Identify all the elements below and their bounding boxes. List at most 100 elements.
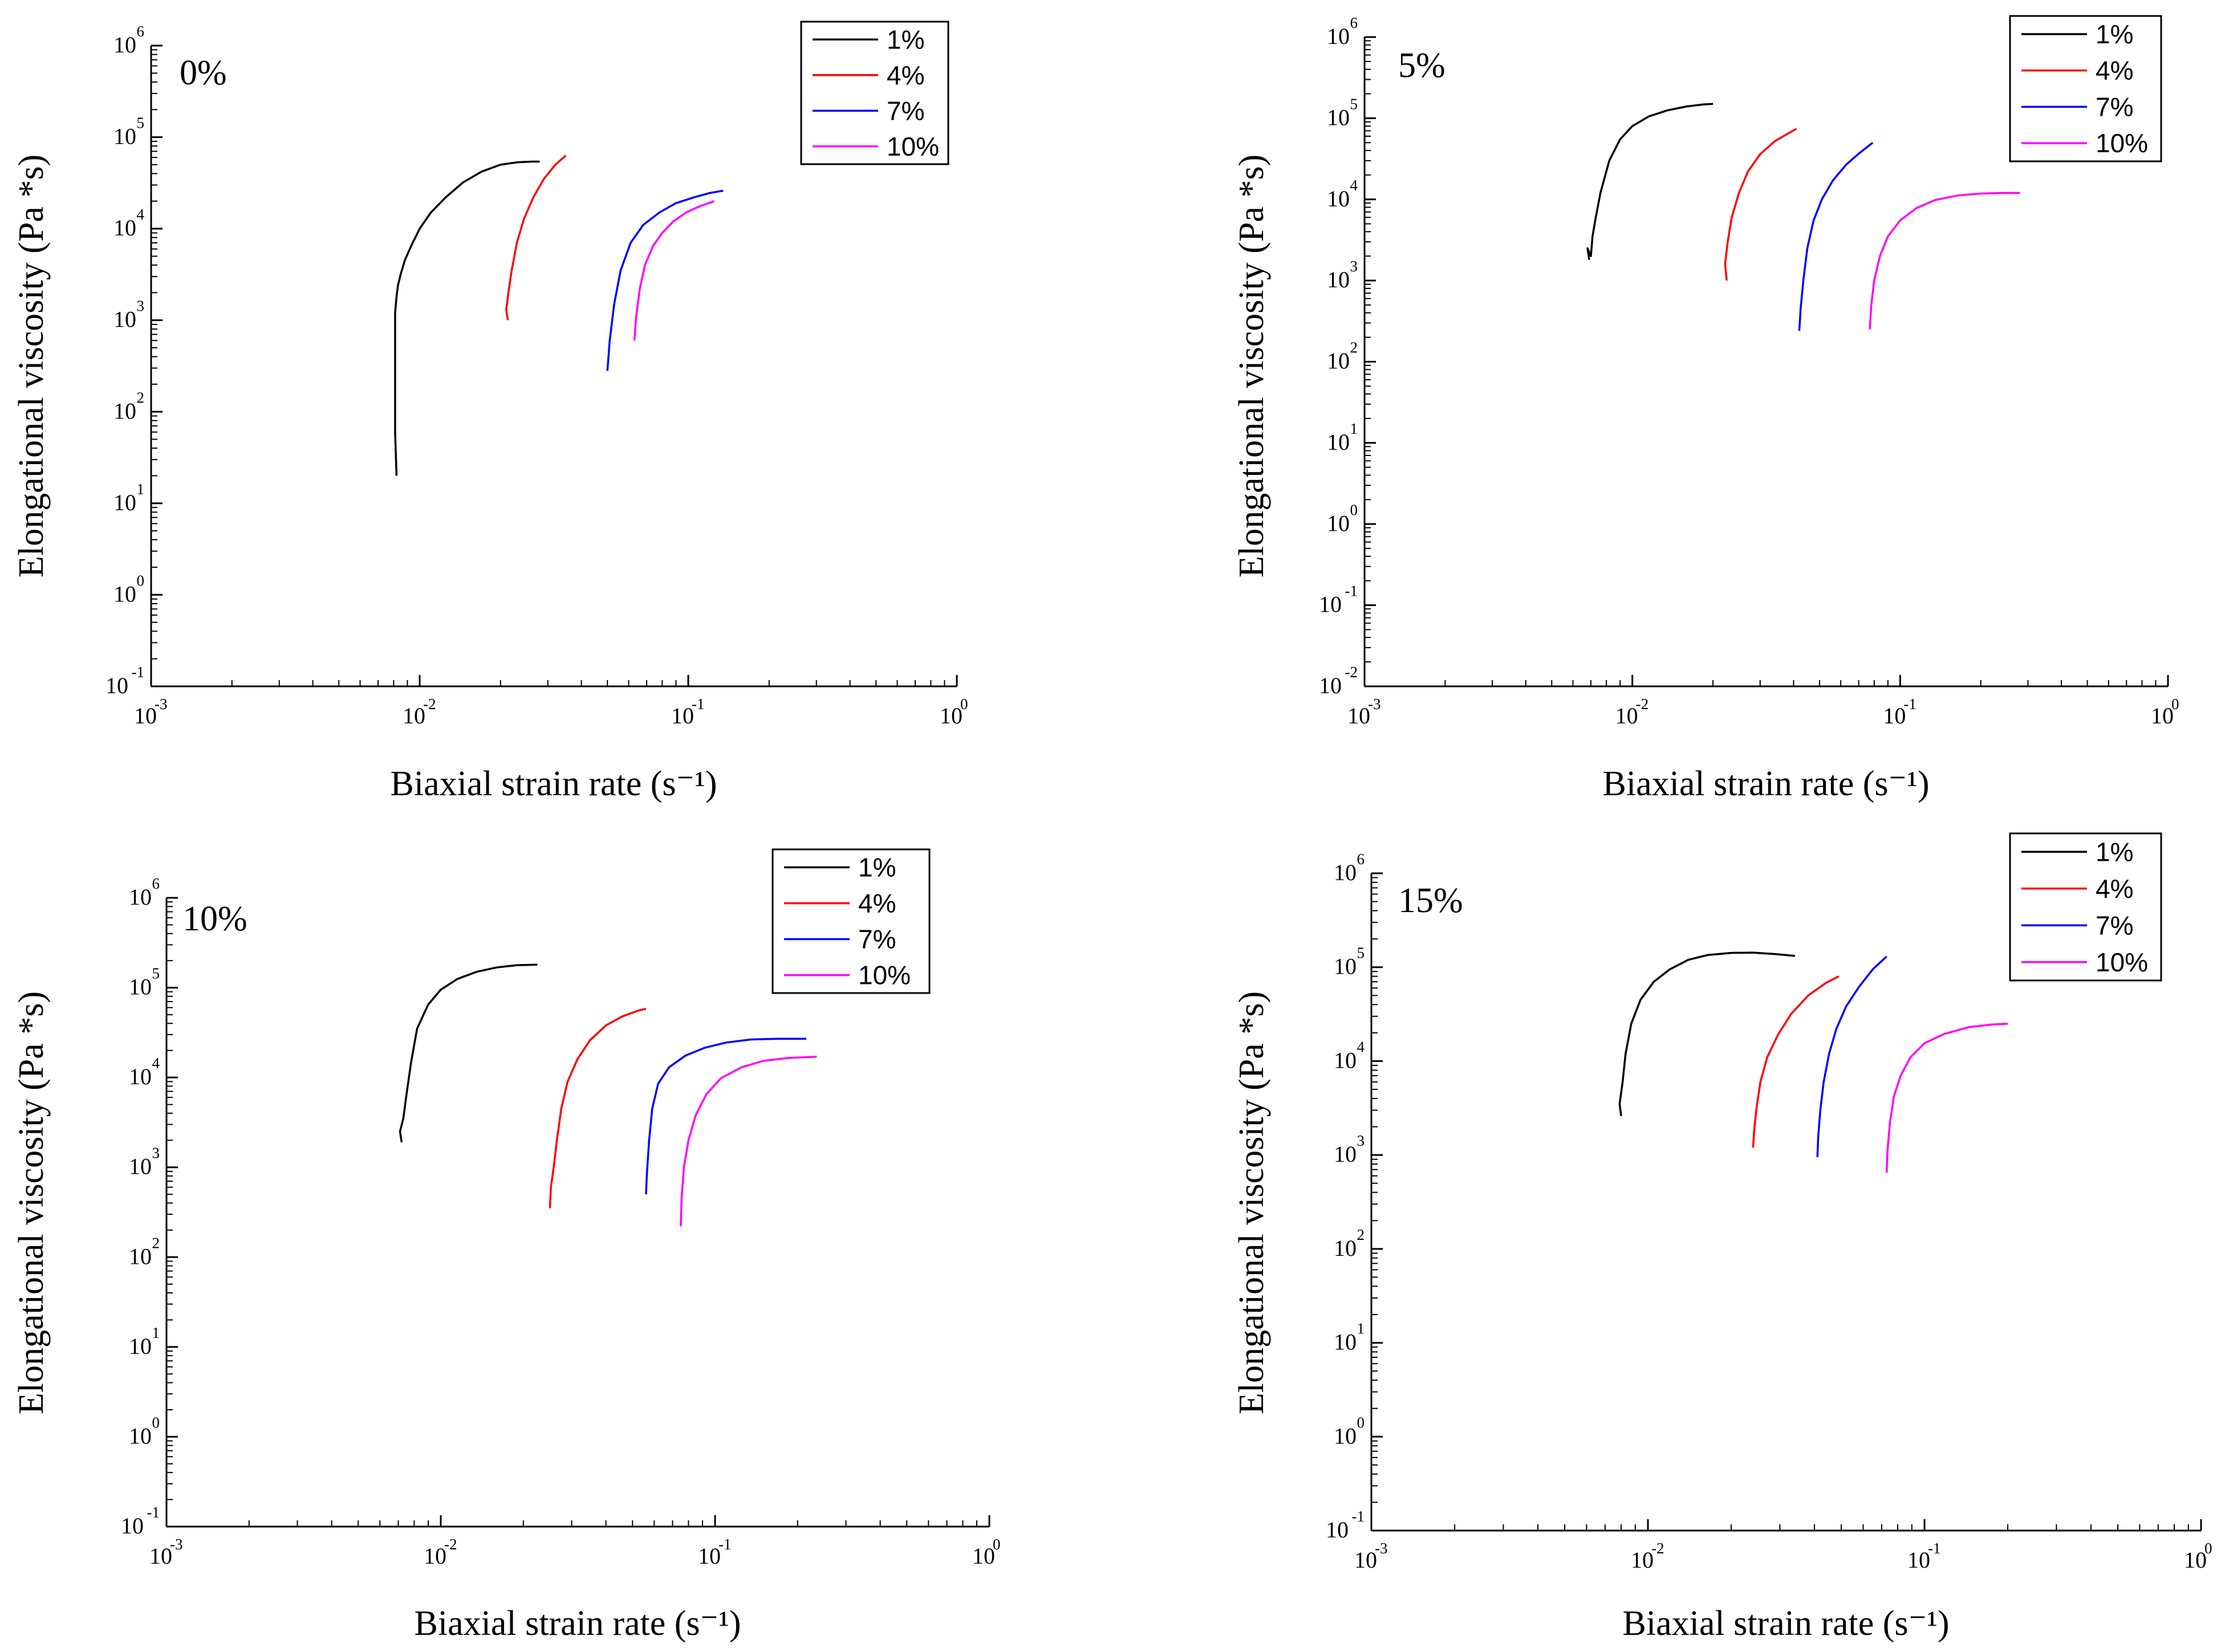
panel-2: 10-3 10-2 10-1 100-110010110210310410510610… bbox=[12, 848, 1001, 1643]
y-tick-label: 10 bbox=[113, 581, 136, 607]
y-axis-title: Elongational viscosity (Pa *s) bbox=[12, 154, 51, 577]
y-tick-label: 10 bbox=[1334, 860, 1357, 885]
x-tick-label: 10 bbox=[2151, 703, 2174, 729]
x-tick-exponent: -2 bbox=[444, 1536, 457, 1553]
y-tick-exponent: 3 bbox=[1350, 258, 1358, 275]
legend-label: 7% bbox=[887, 96, 924, 125]
y-tick-label: 10 bbox=[1334, 1329, 1357, 1355]
y-tick-exponent: 5 bbox=[1350, 95, 1358, 112]
y-tick-exponent: 5 bbox=[152, 965, 160, 982]
legend-label: 10% bbox=[858, 961, 911, 990]
y-tick-label: 10 bbox=[129, 1423, 152, 1448]
legend-frame bbox=[772, 848, 931, 994]
y-tick-label: 10 bbox=[113, 490, 136, 515]
y-tick-label: 10 bbox=[1334, 954, 1357, 979]
legend-label: 4% bbox=[2096, 874, 2133, 904]
series-line-10pct bbox=[1869, 192, 2020, 329]
y-tick-label: 10 bbox=[113, 32, 136, 58]
y-tick-label: 10 bbox=[129, 884, 152, 910]
y-tick-label: 10 bbox=[129, 1243, 152, 1269]
y-tick-exponent: 5 bbox=[1357, 945, 1365, 962]
x-axis-title: Biaxial strain rate (s⁻¹) bbox=[391, 764, 717, 803]
y-tick-label: 10 bbox=[113, 398, 136, 424]
series-line-1pct bbox=[394, 160, 540, 476]
x-tick-exponent: 0 bbox=[2171, 695, 2179, 713]
y-tick-label: 10 bbox=[113, 215, 136, 241]
panel-3: 10-3 10-2 10-1 100-110010110210310410510610… bbox=[1232, 832, 2212, 1643]
x-tick-exponent: -3 bbox=[1368, 695, 1381, 713]
legend-label: 4% bbox=[858, 889, 896, 918]
legend: 1% 4% 7% 10% bbox=[2009, 15, 2162, 162]
x-tick-label: 10 bbox=[134, 703, 157, 729]
y-tick-label: 10 bbox=[1319, 673, 1342, 698]
y-tick-exponent: 3 bbox=[1357, 1132, 1365, 1149]
panel-1: 10-3 10-2 10-1 100-210-11001011021031041051… bbox=[1232, 14, 2179, 803]
y-tick-exponent: 4 bbox=[152, 1055, 160, 1072]
y-tick-exponent: 1 bbox=[1350, 420, 1358, 437]
x-tick-label: 10 bbox=[1883, 703, 1906, 729]
y-tick-exponent: -2 bbox=[1345, 664, 1358, 681]
x-axis-title: Biaxial strain rate (s⁻¹) bbox=[415, 1604, 741, 1643]
y-tick-label: 10 bbox=[1334, 1235, 1357, 1261]
y-tick-label: 10 bbox=[129, 974, 152, 1000]
y-tick-exponent: 4 bbox=[1357, 1038, 1365, 1055]
y-tick-exponent: 2 bbox=[152, 1234, 160, 1251]
series-line-1pct bbox=[399, 963, 538, 1143]
x-tick-label: 10 bbox=[403, 703, 425, 729]
x-tick-label: 10 bbox=[698, 1543, 721, 1569]
y-tick-exponent: 1 bbox=[1357, 1320, 1365, 1337]
x-tick-exponent: -1 bbox=[718, 1536, 732, 1553]
legend-label: 7% bbox=[2096, 92, 2133, 121]
panel-label: 5% bbox=[1398, 46, 1446, 85]
y-tick-label: 10 bbox=[1334, 1141, 1357, 1167]
y-tick-label: 10 bbox=[113, 307, 136, 332]
x-tick-label: 10 bbox=[1631, 1547, 1654, 1573]
y-tick-exponent: 0 bbox=[152, 1414, 160, 1431]
x-tick-label: 10 bbox=[1347, 703, 1370, 729]
x-tick-exponent: -2 bbox=[423, 695, 436, 713]
series-line-7pct bbox=[1816, 955, 1887, 1157]
legend-label: 10% bbox=[2096, 947, 2148, 977]
x-tick-exponent: -2 bbox=[1636, 695, 1649, 713]
y-tick-label: 10 bbox=[105, 673, 128, 698]
x-tick-exponent: 0 bbox=[960, 695, 968, 713]
y-tick-exponent: 6 bbox=[1357, 851, 1365, 868]
legend-label: 10% bbox=[2096, 128, 2148, 158]
legend: 1% 4% 7% 10% bbox=[800, 21, 949, 165]
y-tick-exponent: 1 bbox=[137, 481, 145, 498]
y-tick-label: 10 bbox=[1327, 267, 1350, 292]
y-tick-label: 10 bbox=[1319, 592, 1342, 617]
x-tick-label: 10 bbox=[940, 703, 963, 729]
y-tick-exponent: 2 bbox=[1350, 339, 1358, 356]
y-tick-exponent: 0 bbox=[1350, 501, 1358, 518]
panel-label: 0% bbox=[180, 54, 227, 92]
y-tick-label: 10 bbox=[1326, 1517, 1349, 1543]
panel-label: 15% bbox=[1398, 881, 1463, 920]
y-tick-label: 10 bbox=[1327, 348, 1350, 374]
x-tick-exponent: 0 bbox=[2204, 1540, 2212, 1557]
x-tick-exponent: -1 bbox=[1903, 695, 1917, 713]
y-tick-exponent: 6 bbox=[1350, 14, 1358, 31]
legend-frame bbox=[800, 21, 949, 165]
y-tick-label: 10 bbox=[1334, 1047, 1357, 1073]
series-line-1pct bbox=[1618, 951, 1795, 1117]
y-tick-label: 10 bbox=[1327, 429, 1350, 455]
x-axis-title: Biaxial strain rate (s⁻¹) bbox=[1603, 764, 1930, 803]
y-tick-label: 10 bbox=[113, 124, 136, 149]
y-tick-label: 10 bbox=[1327, 186, 1350, 211]
series-line-4pct bbox=[1752, 975, 1840, 1148]
legend-frame bbox=[2009, 832, 2162, 982]
series-line-4pct bbox=[1724, 128, 1797, 281]
y-tick-exponent: -1 bbox=[147, 1504, 160, 1521]
x-tick-label: 10 bbox=[972, 1543, 995, 1569]
y-tick-label: 10 bbox=[121, 1513, 144, 1539]
y-tick-label: 10 bbox=[1334, 1423, 1357, 1448]
legend-label: 1% bbox=[887, 25, 924, 54]
legend-label: 10% bbox=[887, 132, 939, 161]
y-tick-exponent: 4 bbox=[1350, 177, 1358, 194]
y-tick-exponent: -1 bbox=[1352, 1508, 1365, 1525]
y-tick-label: 10 bbox=[1327, 510, 1350, 536]
x-tick-exponent: -1 bbox=[692, 695, 705, 713]
legend-label: 7% bbox=[858, 925, 896, 954]
